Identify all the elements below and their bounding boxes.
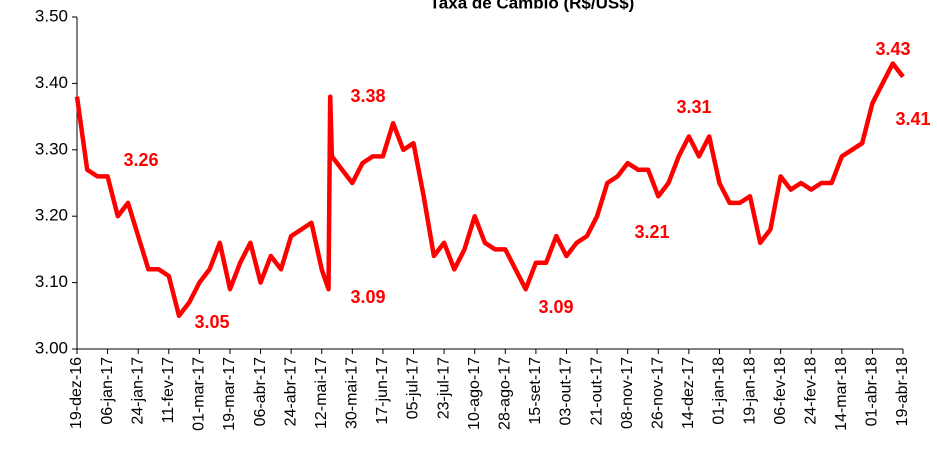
x-tick-label: 28-ago-17 xyxy=(497,357,514,430)
x-tick-label: 11-fev-17 xyxy=(160,357,177,424)
x-tick-label: 14-mar-18 xyxy=(833,357,850,431)
x-tick-label: 01-abr-18 xyxy=(864,357,881,426)
annotation: 3.09 xyxy=(350,287,385,307)
y-tick-label: 3.50 xyxy=(35,6,68,25)
x-tick-label: 06-jan-17 xyxy=(99,357,116,425)
x-tick-label: 30-mai-17 xyxy=(344,357,361,429)
x-tick-label: 21-out-17 xyxy=(588,357,605,426)
x-tick-label: 23-jul-17 xyxy=(435,357,452,419)
annotation: 3.09 xyxy=(538,297,573,317)
x-tick-label: 26-nov-17 xyxy=(649,357,666,429)
x-tick-label: 19-mar-17 xyxy=(221,357,238,431)
x-tick-label: 24-abr-17 xyxy=(282,357,299,426)
x-tick-label: 19-jan-18 xyxy=(741,357,758,425)
y-tick-label: 3.30 xyxy=(35,139,68,158)
x-tick-label: 24-jan-17 xyxy=(129,357,146,425)
x-tick-label: 14-dez-17 xyxy=(680,357,697,429)
x-tick-label: 12-mai-17 xyxy=(313,357,330,429)
y-tick-label: 3.20 xyxy=(35,206,68,225)
annotation: 3.21 xyxy=(634,222,669,242)
annotation: 3.43 xyxy=(875,39,910,59)
annotation: 3.26 xyxy=(123,150,158,170)
x-tick-label: 05-jul-17 xyxy=(405,357,422,419)
annotation: 3.31 xyxy=(676,97,711,117)
x-tick-label: 03-out-17 xyxy=(558,357,575,426)
x-tick-label: 10-ago-17 xyxy=(466,357,483,430)
x-tick-label: 24-fev-18 xyxy=(802,357,819,425)
y-tick-label: 3.40 xyxy=(35,73,68,92)
y-tick-label: 3.10 xyxy=(35,272,68,291)
x-tick-label: 06-fev-18 xyxy=(772,357,789,425)
x-tick-label: 19-abr-18 xyxy=(894,357,911,426)
annotation: 3.41 xyxy=(895,109,930,129)
chart-title: Taxa de Câmbio (R$/US$) xyxy=(430,0,635,12)
x-tick-label: 08-nov-17 xyxy=(619,357,636,429)
x-tick-label: 01-jan-18 xyxy=(711,357,728,425)
annotation: 3.05 xyxy=(194,312,229,332)
x-tick-label: 17-jun-17 xyxy=(374,357,391,425)
x-tick-label: 15-set-17 xyxy=(527,357,544,425)
x-tick-label: 19-dez-16 xyxy=(68,357,85,429)
x-tick-label: 06-abr-17 xyxy=(252,357,269,426)
line xyxy=(74,61,905,319)
x-tick-label: 01-mar-17 xyxy=(191,357,208,431)
annotation: 3.38 xyxy=(350,86,385,106)
y-tick-label: 3.00 xyxy=(35,338,68,357)
